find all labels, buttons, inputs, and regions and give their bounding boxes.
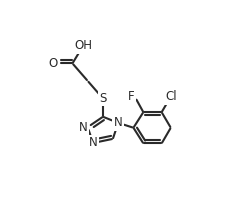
Text: F: F <box>128 90 135 103</box>
Text: Cl: Cl <box>165 90 177 103</box>
Text: S: S <box>99 92 107 105</box>
Text: N: N <box>79 121 88 134</box>
Text: N: N <box>114 116 122 129</box>
Text: N: N <box>89 136 97 149</box>
Text: OH: OH <box>74 39 92 52</box>
Text: O: O <box>48 57 57 70</box>
